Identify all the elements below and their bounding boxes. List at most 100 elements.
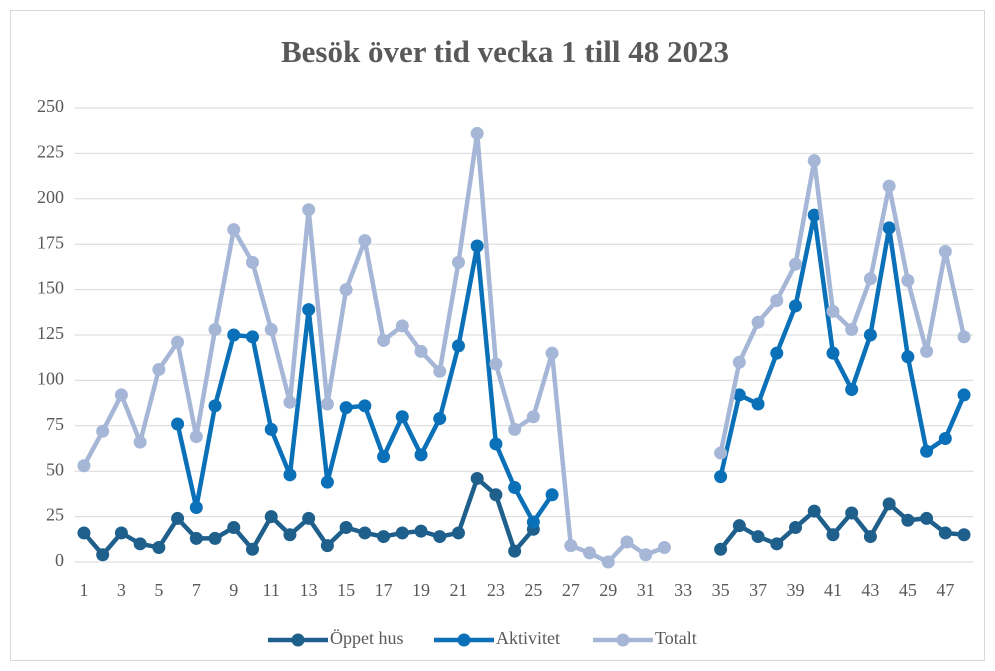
data-point xyxy=(938,526,952,540)
x-tick-label: 25 xyxy=(524,580,542,600)
x-tick-label: 27 xyxy=(562,580,580,600)
x-tick-label: 19 xyxy=(412,580,430,600)
data-point xyxy=(901,513,915,527)
x-tick-label: 5 xyxy=(154,580,163,600)
data-point xyxy=(807,504,821,518)
data-point xyxy=(414,344,428,358)
x-tick-label: 7 xyxy=(192,580,201,600)
x-tick-label: 35 xyxy=(712,580,730,600)
legend-marker xyxy=(457,633,471,647)
data-point xyxy=(227,223,241,237)
data-point xyxy=(770,346,784,360)
data-point xyxy=(302,511,316,525)
data-point xyxy=(807,208,821,222)
data-point xyxy=(339,283,353,297)
data-point xyxy=(826,346,840,360)
data-point xyxy=(433,412,447,426)
data-point xyxy=(451,255,465,269)
x-tick-label: 23 xyxy=(487,580,505,600)
data-point xyxy=(96,424,110,438)
data-point xyxy=(770,537,784,551)
x-tick-label: 15 xyxy=(337,580,355,600)
data-point xyxy=(358,526,372,540)
data-point xyxy=(920,444,934,458)
data-point xyxy=(620,535,634,549)
data-point xyxy=(901,350,915,364)
data-point xyxy=(264,510,278,524)
data-point xyxy=(957,528,971,542)
y-tick-label: 100 xyxy=(37,369,64,389)
y-tick-label: 125 xyxy=(37,323,64,343)
x-tick-label: 29 xyxy=(599,580,617,600)
data-point xyxy=(358,234,372,248)
data-point xyxy=(845,382,859,396)
data-point xyxy=(957,388,971,402)
x-tick-label: 45 xyxy=(899,580,917,600)
x-tick-label: 3 xyxy=(117,580,126,600)
data-point xyxy=(508,481,522,495)
data-point xyxy=(283,528,297,542)
x-tick-label: 1 xyxy=(79,580,88,600)
y-tick-label: 175 xyxy=(37,232,64,252)
data-point xyxy=(526,515,540,529)
data-point xyxy=(414,524,428,538)
data-point xyxy=(957,330,971,344)
data-point xyxy=(845,506,859,520)
data-point xyxy=(545,346,559,360)
data-point xyxy=(283,468,297,482)
data-point xyxy=(938,432,952,446)
x-tick-label: 33 xyxy=(674,580,692,600)
x-tick-label: 47 xyxy=(936,580,954,600)
y-tick-label: 225 xyxy=(37,142,64,162)
data-point xyxy=(882,497,896,511)
x-tick-label: 41 xyxy=(824,580,842,600)
data-point xyxy=(732,388,746,402)
y-tick-label: 150 xyxy=(37,278,64,298)
data-point xyxy=(470,126,484,140)
data-point xyxy=(264,422,278,436)
chart-title: Besök över tid vecka 1 till 48 2023 xyxy=(281,34,729,69)
data-point xyxy=(189,430,203,444)
data-point xyxy=(882,179,896,193)
data-point xyxy=(114,388,128,402)
data-point xyxy=(807,154,821,168)
data-point xyxy=(751,397,765,411)
data-point xyxy=(920,344,934,358)
data-point xyxy=(189,501,203,515)
data-point xyxy=(133,537,147,551)
data-point xyxy=(302,203,316,217)
data-point xyxy=(470,471,484,485)
data-point xyxy=(826,304,840,318)
data-point xyxy=(863,328,877,342)
data-point xyxy=(377,450,391,464)
legend-marker xyxy=(616,633,630,647)
y-tick-label: 25 xyxy=(46,505,64,525)
data-point xyxy=(938,244,952,258)
data-point xyxy=(283,395,297,409)
data-point xyxy=(152,540,166,554)
x-tick-label: 31 xyxy=(637,580,655,600)
data-point xyxy=(583,546,597,560)
data-point xyxy=(395,410,409,424)
data-point xyxy=(470,239,484,253)
data-point xyxy=(489,437,503,451)
data-point xyxy=(245,330,259,344)
data-point xyxy=(714,542,728,556)
legend-marker xyxy=(291,633,305,647)
data-point xyxy=(171,511,185,525)
legend-label: Öppet hus xyxy=(330,628,404,648)
data-point xyxy=(732,519,746,533)
y-tick-label: 50 xyxy=(46,459,64,479)
y-tick-label: 200 xyxy=(37,187,64,207)
data-point xyxy=(489,488,503,502)
x-tick-label: 11 xyxy=(263,580,280,600)
data-point xyxy=(171,335,185,349)
data-point xyxy=(901,274,915,288)
data-point xyxy=(601,555,615,569)
data-point xyxy=(114,526,128,540)
data-point xyxy=(320,539,334,553)
x-tick-label: 37 xyxy=(749,580,767,600)
data-point xyxy=(433,530,447,544)
data-point xyxy=(433,364,447,378)
data-point xyxy=(882,221,896,235)
